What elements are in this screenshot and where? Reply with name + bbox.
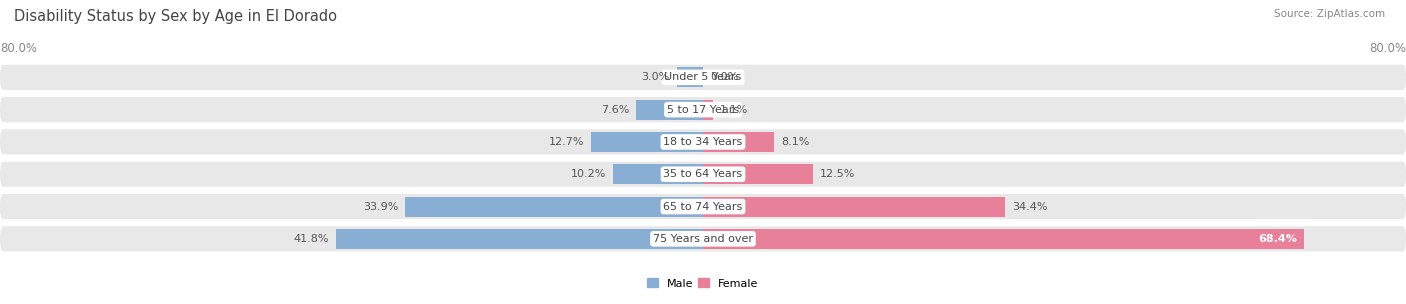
Text: 7.6%: 7.6% <box>600 105 630 115</box>
FancyBboxPatch shape <box>0 194 1406 219</box>
Text: 33.9%: 33.9% <box>363 202 398 212</box>
Text: 18 to 34 Years: 18 to 34 Years <box>664 137 742 147</box>
Bar <box>592 132 703 152</box>
FancyBboxPatch shape <box>0 226 1406 251</box>
Text: 35 to 64 Years: 35 to 64 Years <box>664 169 742 179</box>
Legend: Male, Female: Male, Female <box>643 274 763 293</box>
Text: 10.2%: 10.2% <box>571 169 606 179</box>
FancyBboxPatch shape <box>0 97 1406 122</box>
Bar <box>703 229 1305 249</box>
Bar <box>613 164 703 184</box>
Text: 8.1%: 8.1% <box>782 137 810 147</box>
Bar <box>703 132 775 152</box>
Bar <box>336 229 703 249</box>
Text: 80.0%: 80.0% <box>0 42 37 55</box>
Text: 0.0%: 0.0% <box>710 72 738 82</box>
Text: 1.1%: 1.1% <box>720 105 748 115</box>
Bar <box>703 100 713 120</box>
Bar <box>405 196 703 216</box>
Text: Source: ZipAtlas.com: Source: ZipAtlas.com <box>1274 9 1385 19</box>
Text: 80.0%: 80.0% <box>1369 42 1406 55</box>
Text: 41.8%: 41.8% <box>294 234 329 244</box>
Text: Under 5 Years: Under 5 Years <box>665 72 741 82</box>
Text: 75 Years and over: 75 Years and over <box>652 234 754 244</box>
FancyBboxPatch shape <box>0 65 1406 90</box>
Text: 65 to 74 Years: 65 to 74 Years <box>664 202 742 212</box>
Text: 12.7%: 12.7% <box>548 137 585 147</box>
Text: 34.4%: 34.4% <box>1012 202 1047 212</box>
Text: 5 to 17 Years: 5 to 17 Years <box>666 105 740 115</box>
Bar <box>637 100 703 120</box>
Text: 12.5%: 12.5% <box>820 169 855 179</box>
Text: 3.0%: 3.0% <box>641 72 669 82</box>
Text: 68.4%: 68.4% <box>1258 234 1298 244</box>
Bar <box>703 196 1005 216</box>
FancyBboxPatch shape <box>0 162 1406 187</box>
FancyBboxPatch shape <box>0 129 1406 154</box>
Bar <box>676 67 703 87</box>
Bar <box>703 164 813 184</box>
Text: Disability Status by Sex by Age in El Dorado: Disability Status by Sex by Age in El Do… <box>14 9 337 24</box>
